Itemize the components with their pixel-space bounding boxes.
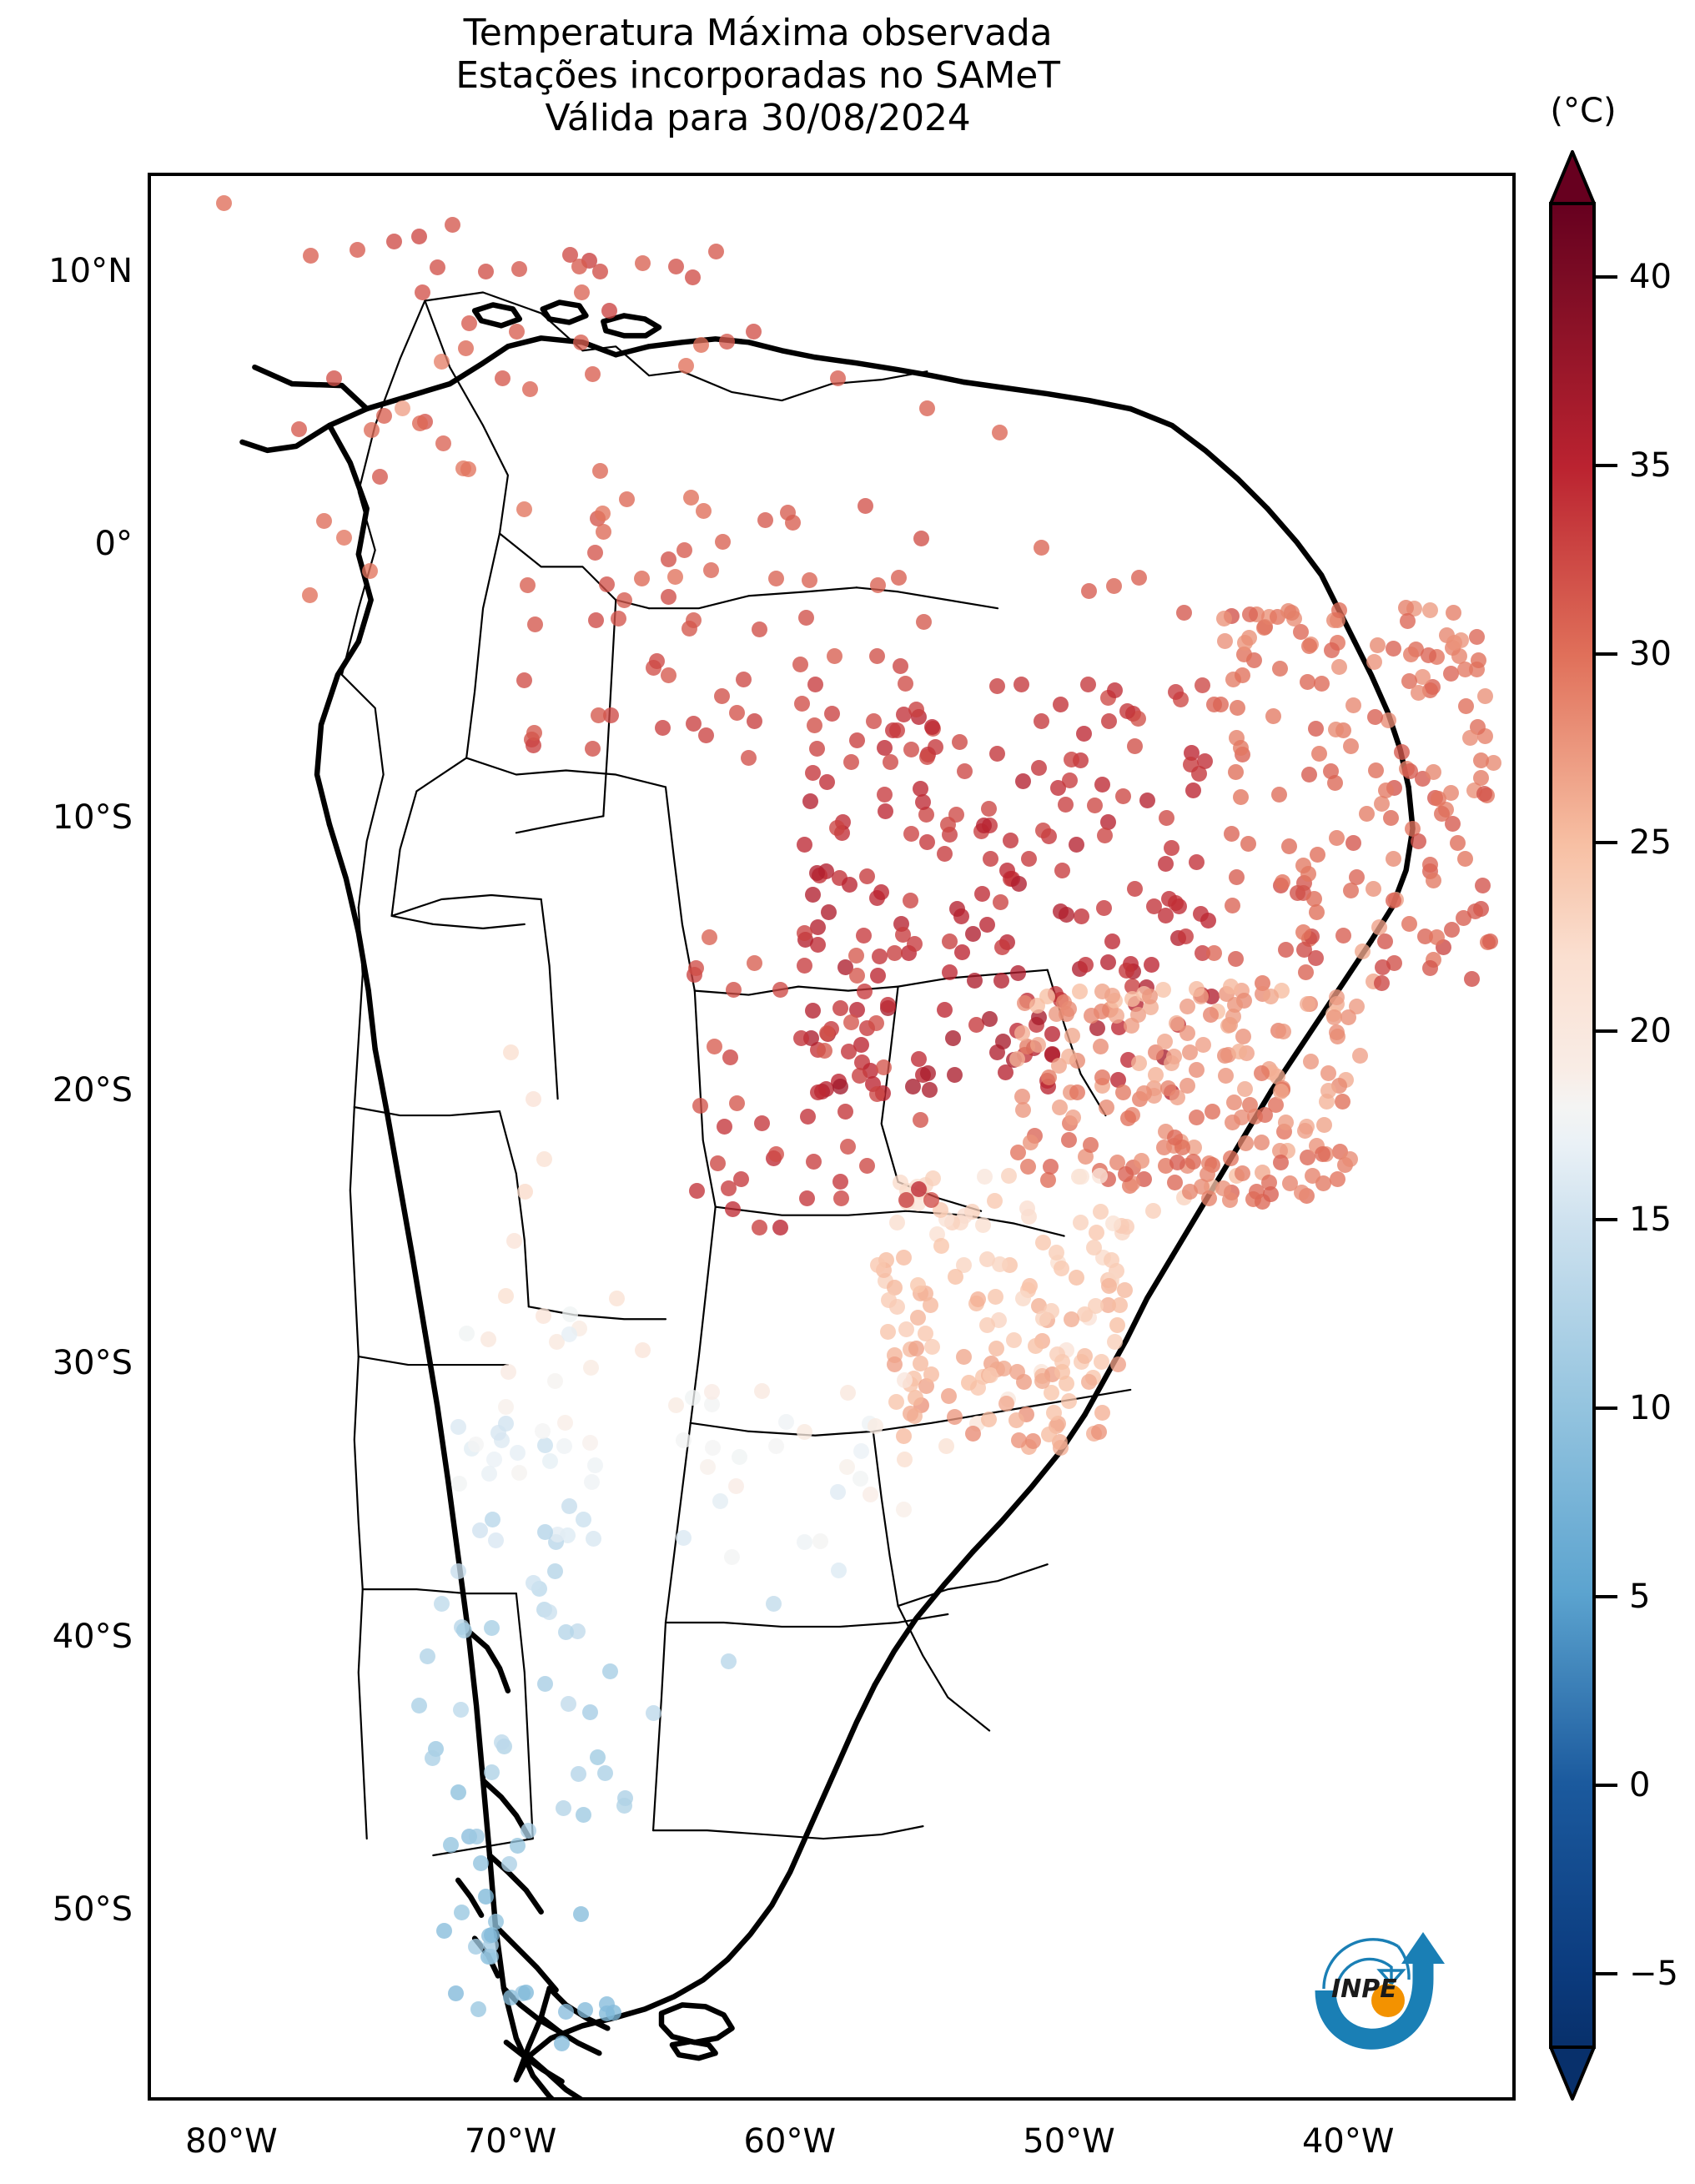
- logo-swoosh: [1315, 1955, 1434, 2050]
- longitude-tick-label: 80°W: [185, 2122, 278, 2161]
- inpe-logo: INPE: [1315, 1932, 1445, 2050]
- logo-inner-arrow-arc: [1335, 1957, 1393, 1986]
- south-america-basemap: [239, 291, 1416, 2097]
- colorbar-tick-label: 0: [1629, 1765, 1651, 1804]
- title-line-2: Estações incorporadas no SAMeT: [455, 54, 1060, 98]
- colorbar-tick-label: 20: [1629, 1012, 1672, 1051]
- colorbar-tick-mark: [1596, 1971, 1617, 1975]
- internal-borders: [340, 291, 1132, 1857]
- logo-text: INPE: [1331, 1975, 1397, 2004]
- latitude-tick-label: 20°S: [52, 1070, 133, 1110]
- colorbar-tick-label: 25: [1629, 823, 1672, 863]
- logo-outer-ring-arc: [1322, 1938, 1399, 1990]
- colorbar-tick-mark: [1596, 1783, 1617, 1787]
- colorbar-tick-mark: [1596, 841, 1617, 845]
- colorbar-tick-mark: [1596, 652, 1617, 657]
- figure-title: Temperatura Máxima observada Estações in…: [0, 12, 1516, 139]
- colorbar-gradient: [1549, 202, 1596, 2049]
- colorbar[interactable]: 40 35 30 25 20 15 10 5 0 −5: [1549, 150, 1678, 2101]
- colorbar-tick-label: 5: [1629, 1577, 1651, 1616]
- colorbar-tick-label: 10: [1629, 1388, 1672, 1427]
- colorbar-tick-label: 35: [1629, 446, 1672, 486]
- colorbar-tick-label: −5: [1629, 1954, 1678, 1993]
- colorbar-tick-mark: [1596, 1029, 1617, 1034]
- latitude-tick-label: 40°S: [52, 1617, 133, 1656]
- logo-arrow-head-big: [1401, 1932, 1445, 1964]
- colorbar-tick-mark: [1596, 1217, 1617, 1221]
- colorbar-tick-label: 40: [1629, 258, 1672, 297]
- longitude-tick-label: 50°W: [1023, 2122, 1115, 2161]
- longitude-tick-label: 70°W: [464, 2122, 557, 2161]
- colorbar-tick-label: 30: [1629, 635, 1672, 674]
- longitude-tick-label: 40°W: [1301, 2122, 1395, 2161]
- longitude-tick-label: 60°W: [743, 2122, 836, 2161]
- colorbar-tick-mark: [1596, 1594, 1617, 1598]
- title-line-3: Válida para 30/08/2024: [545, 97, 971, 140]
- colorbar-tick-label: 15: [1629, 1200, 1672, 1239]
- latitude-tick-label: 10°N: [48, 251, 133, 290]
- latitude-tick-label: 30°S: [52, 1344, 133, 1383]
- latitude-tick-label: 10°S: [52, 798, 133, 837]
- colorbar-top-extend-arrow: [1549, 150, 1596, 205]
- latitude-tick-label: 50°S: [52, 1890, 133, 1929]
- title-line-1: Temperatura Máxima observada: [463, 12, 1053, 54]
- colorbar-tick-mark: [1596, 275, 1617, 279]
- colorbar-tick-mark: [1596, 1406, 1617, 1410]
- colorbar-bottom-extend-arrow: [1549, 2046, 1596, 2101]
- colorbar-unit-label: (°C): [1550, 92, 1617, 130]
- latitude-tick-label: 0°: [94, 525, 133, 564]
- coastline: [239, 299, 1416, 2097]
- logo-orange-dot: [1371, 1984, 1405, 2017]
- colorbar-tick-mark: [1596, 464, 1617, 468]
- logo-arrow-head-small: [1376, 1969, 1406, 1986]
- map-plot-area[interactable]: [148, 173, 1516, 2101]
